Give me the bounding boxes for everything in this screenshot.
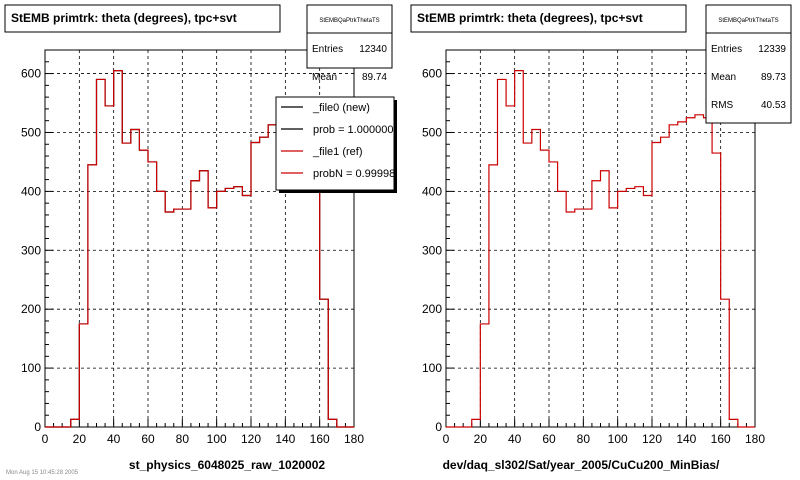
title-box	[410, 4, 687, 33]
stats-value: 12340	[359, 44, 387, 55]
stats-value: 40.53	[761, 100, 786, 111]
footer-note: Mon Aug 15 10:45:28 2005	[6, 470, 79, 476]
stats-value: 12339	[758, 44, 786, 55]
left-panel: 0 20 40 60 80 100 120 140 160 180 0 100 200 300 400 500…	[4, 4, 397, 472]
x-tick-label: 120	[642, 432, 662, 446]
stats-label: Entries	[711, 44, 742, 55]
x-tick-label: 100	[207, 432, 227, 446]
right-panel: 0 20 40 60 80 100 120 140 160 180 0 100 200 300 400 500…	[410, 4, 792, 472]
x-tick-label: 40	[508, 432, 522, 446]
y-tick-label: 100	[422, 361, 442, 375]
stats-value: 89.74	[362, 72, 387, 83]
x-tick-label: 120	[241, 432, 261, 446]
legend-label: prob = 1.000000	[313, 124, 393, 136]
x-tick-label: 180	[344, 432, 364, 446]
y-tick-label: 300	[422, 243, 442, 257]
stats-label: Mean	[312, 72, 337, 83]
x-tick-label: 160	[310, 432, 330, 446]
y-tick-label: 400	[21, 184, 41, 198]
y-tick-label: 200	[21, 302, 41, 316]
legend-label: probN = 0.99998	[313, 168, 395, 180]
legend-box	[275, 96, 395, 191]
y-tick-label: 400	[422, 184, 442, 198]
stats-label: Mean	[711, 72, 736, 83]
x-tick-label: 20	[73, 432, 87, 446]
stats-box	[705, 4, 792, 124]
stats-label: Entries	[312, 44, 343, 55]
x-tick-label: 140	[275, 432, 295, 446]
y-tick-label: 200	[422, 302, 442, 316]
stats-box	[306, 4, 393, 69]
chart-title: StEMB primtrk: theta (degrees), tpc+svt	[417, 11, 643, 25]
x-axis-label: st_physics_6048025_raw_1020002	[129, 458, 325, 472]
stats-value: 89.73	[761, 72, 786, 83]
y-tick-label: 600	[422, 67, 442, 81]
x-tick-label: 20	[474, 432, 488, 446]
x-tick-label: 60	[141, 432, 155, 446]
x-axis-label: dev/daq_sl302/Sat/year_2005/CuCu200_MinB…	[443, 458, 720, 472]
y-tick-label: 500	[422, 125, 442, 139]
chart-title: StEMB primtrk: theta (degrees), tpc+svt	[11, 11, 237, 25]
x-tick-label: 100	[608, 432, 628, 446]
x-tick-label: 140	[676, 432, 696, 446]
y-tick-label: 600	[21, 67, 41, 81]
x-tick-label: 80	[577, 432, 591, 446]
y-tick-label: 0	[435, 420, 442, 434]
y-tick-label: 100	[21, 361, 41, 375]
x-tick-label: 0	[42, 432, 49, 446]
stats-name: StEMBQaPtrkThetaTS	[319, 18, 379, 24]
stats-label: RMS	[711, 100, 734, 111]
stats-name: StEMBQaPtrkThetaTS	[718, 18, 778, 24]
x-tick-label: 80	[176, 432, 190, 446]
x-tick-label: 180	[745, 432, 765, 446]
title-box	[4, 4, 281, 33]
x-tick-label: 160	[711, 432, 731, 446]
x-tick-label: 0	[443, 432, 450, 446]
y-tick-label: 0	[34, 420, 41, 434]
y-tick-label: 500	[21, 125, 41, 139]
y-tick-label: 300	[21, 243, 41, 257]
x-tick-label: 40	[107, 432, 121, 446]
legend-label: _file1 (ref)	[312, 146, 363, 158]
x-tick-label: 60	[542, 432, 556, 446]
legend-label: _file0 (new)	[312, 102, 370, 114]
series-line	[446, 70, 755, 428]
